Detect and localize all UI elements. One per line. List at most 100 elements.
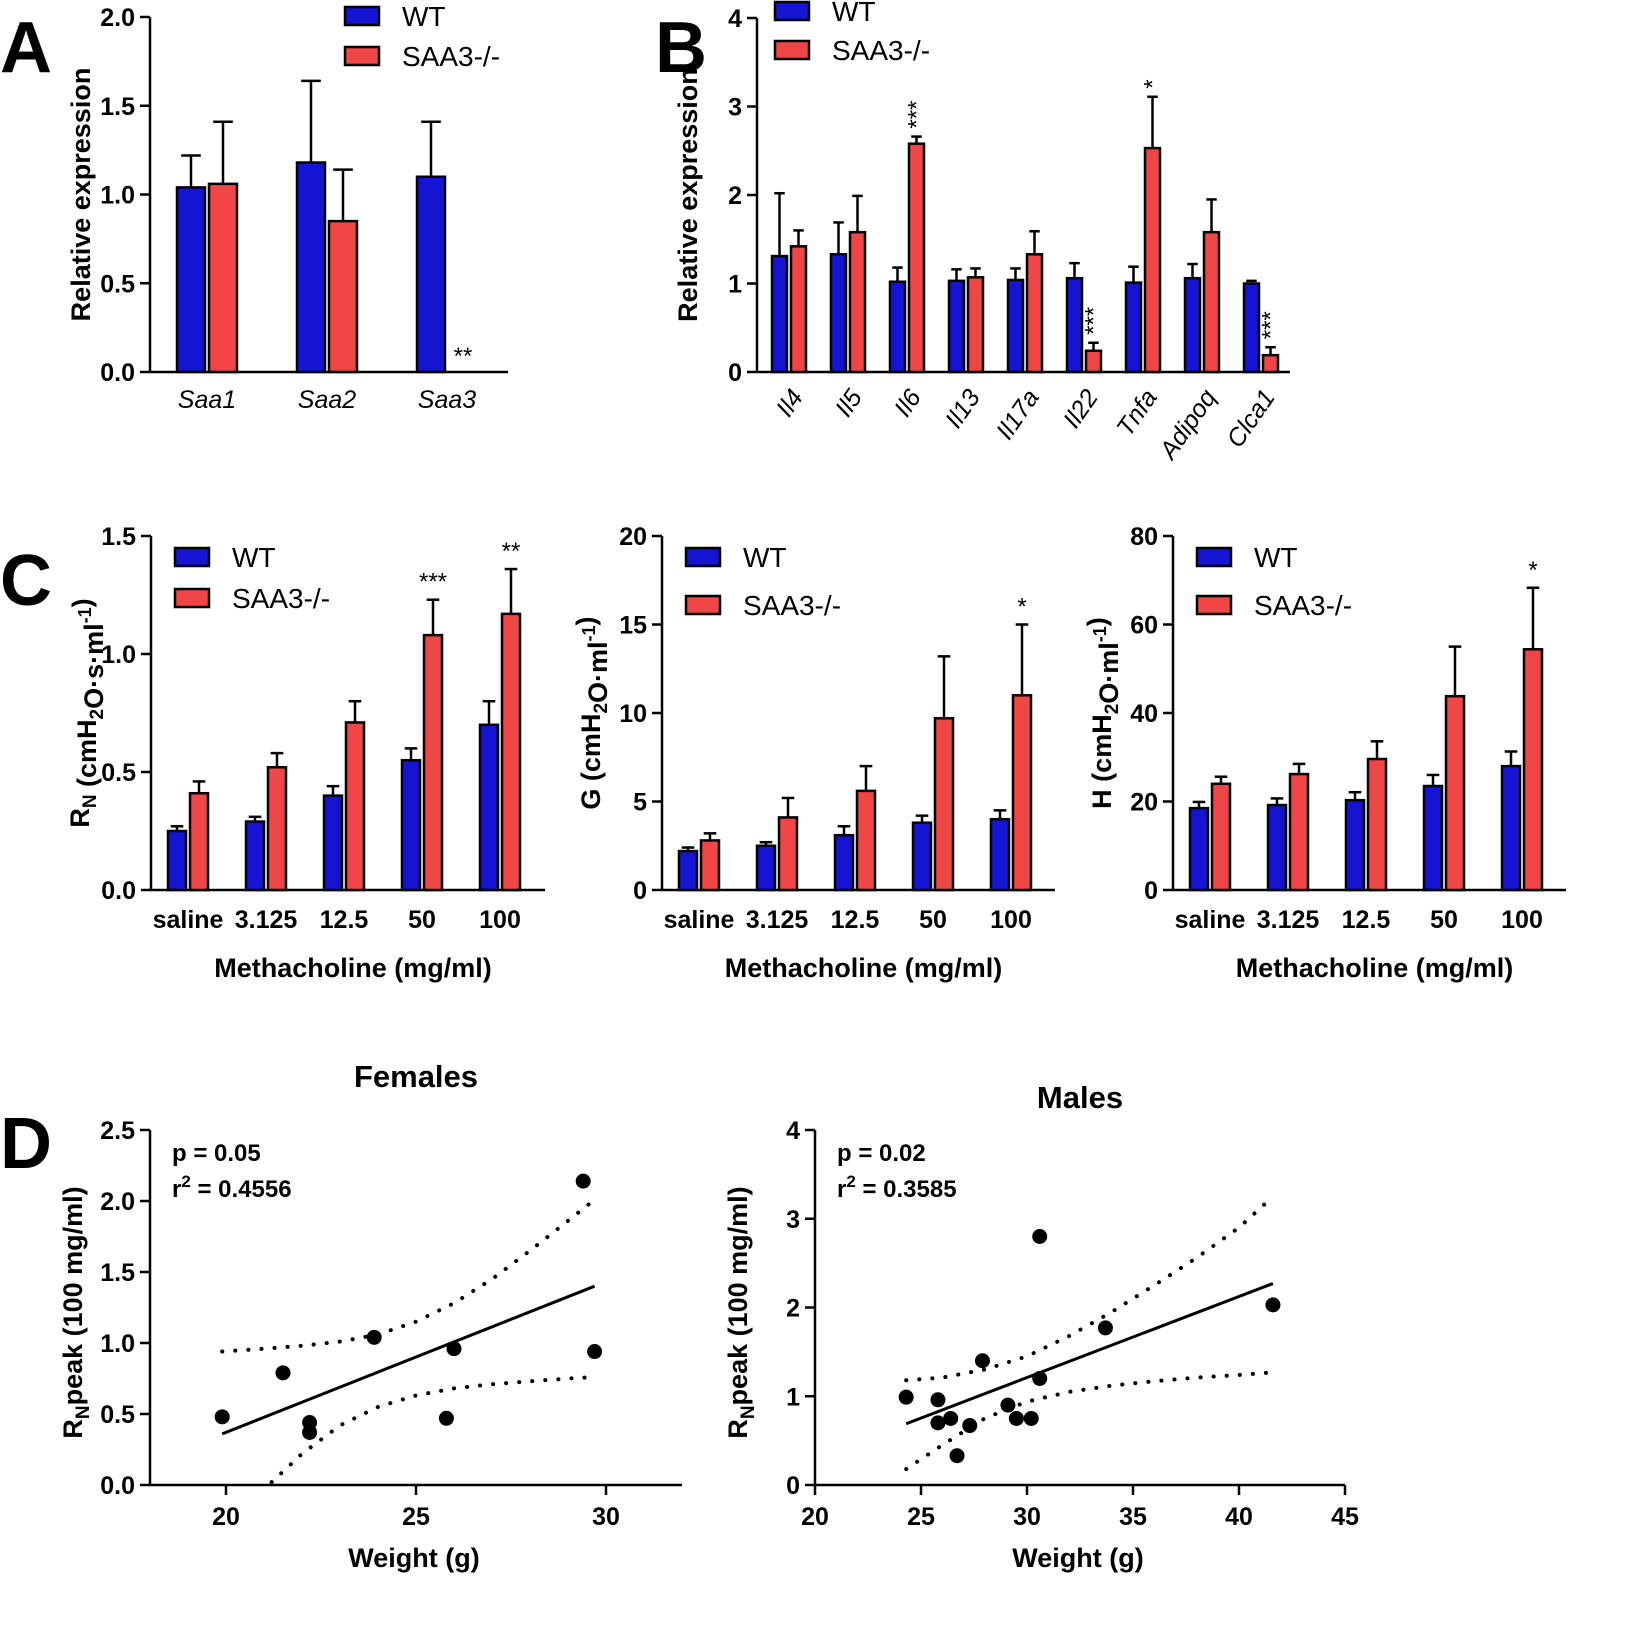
stat-r-squared: r2 = 0.4556 — [172, 1172, 292, 1203]
x-category-label: Il4 — [771, 384, 809, 422]
bar-wt-1 — [295, 161, 327, 374]
x-tick-label: 45 — [1331, 1503, 1359, 1531]
bar-wt-0 — [677, 849, 699, 892]
x-axis-label: Methacholine (mg/ml) — [1236, 953, 1514, 983]
y-tick-label: 2 — [786, 1295, 800, 1323]
bar-saa3-0 — [207, 182, 239, 374]
bar-wt-3 — [911, 821, 933, 892]
x-axis-label: Weight (g) — [348, 1543, 479, 1573]
legend-label: SAA3-/- — [232, 583, 330, 614]
legend-label: SAA3-/- — [743, 590, 841, 621]
bar-wt-1 — [829, 253, 848, 374]
bar-wt-4 — [1500, 764, 1522, 892]
y-tick-label: 20 — [619, 523, 647, 551]
significance-marker: *** — [904, 101, 931, 129]
y-tick-label: 1.0 — [100, 182, 135, 210]
significance-marker: *** — [1081, 307, 1108, 335]
y-tick-label: 20 — [1130, 789, 1158, 817]
bar-wt-0 — [770, 254, 789, 374]
y-axis-label: RN (cmH2O·s·ml-1) — [65, 598, 109, 827]
stat-part: 2 — [181, 1172, 190, 1191]
data-point — [302, 1424, 318, 1440]
x-tick-label: 35 — [1119, 1503, 1147, 1531]
x-axis-label: Methacholine (mg/ml) — [725, 953, 1003, 983]
bar-wt-4 — [478, 723, 500, 892]
bar-saa3-3 — [966, 276, 985, 374]
y-axis-label-part: R — [65, 808, 95, 828]
bar-wt-0 — [175, 186, 207, 374]
bar-wt-2 — [415, 175, 447, 374]
y-tick-label: 1 — [786, 1383, 800, 1411]
bar-saa3-2 — [1366, 757, 1388, 892]
y-tick-label: 0 — [633, 877, 647, 905]
bar-saa3-0 — [1210, 782, 1232, 892]
x-category-label: Saa3 — [418, 386, 476, 414]
bar-wt-6 — [1124, 281, 1143, 374]
ci-upper-curve — [220, 1197, 597, 1354]
data-point — [1000, 1397, 1016, 1413]
stat-part: r — [837, 1176, 846, 1203]
significance-marker: *** — [419, 569, 447, 596]
x-category-label: 50 — [919, 906, 947, 934]
data-point — [962, 1418, 978, 1434]
panel-label-a: A — [0, 8, 52, 88]
x-category-label: 100 — [990, 906, 1032, 934]
y-axis-label-part: R — [58, 1419, 88, 1439]
legend-swatch-saa3 — [173, 587, 211, 609]
legend-swatch-saa3 — [1195, 594, 1233, 616]
bar-wt-1 — [1266, 803, 1288, 892]
data-point — [1008, 1410, 1024, 1426]
stat-part: r — [172, 1176, 181, 1203]
y-axis-label-part: -1 — [1090, 626, 1110, 642]
legend-swatch-saa3 — [684, 594, 722, 616]
data-point — [1032, 1229, 1048, 1244]
stat-part: 2 — [846, 1172, 855, 1191]
bar-saa3-4 — [1025, 253, 1044, 374]
data-point — [438, 1410, 454, 1426]
x-category-label: 50 — [408, 906, 436, 934]
bar-wt-3 — [947, 279, 966, 374]
bar-saa3-1 — [1288, 772, 1310, 892]
bar-wt-2 — [888, 280, 907, 374]
y-axis-label-part: ) — [571, 616, 601, 625]
y-tick-label: 80 — [1130, 523, 1158, 551]
y-tick-label: 5 — [633, 789, 647, 817]
bar-wt-2 — [322, 794, 344, 892]
significance-marker: * — [1017, 594, 1026, 621]
y-axis-label-part: -1 — [579, 625, 599, 641]
legend-label: WT — [232, 542, 276, 573]
y-axis-label-part: (cmH — [72, 719, 102, 794]
legend-swatch-saa3 — [343, 45, 381, 67]
data-point — [575, 1173, 591, 1189]
y-axis-label-part: N — [738, 1405, 759, 1419]
ci-lower-curve — [269, 1375, 597, 1485]
significance-marker: ** — [502, 538, 521, 565]
stat-r-squared: r2 = 0.3585 — [837, 1172, 957, 1203]
bar-saa3-2 — [907, 142, 926, 374]
bar-saa3-0 — [789, 245, 808, 374]
y-axis-label-part: R — [723, 1419, 753, 1439]
y-axis-label-part: 2 — [1102, 704, 1123, 715]
x-category-label: 12.5 — [1342, 906, 1391, 934]
y-tick-label: 1.5 — [100, 1259, 135, 1287]
chart-c-h: 0 20 40 60 80 saline 3.125 12.5 50 100 * WT SAA3-/- H… — [1082, 523, 1566, 983]
stat-p-value: p = 0.05 — [172, 1140, 261, 1167]
data-point — [214, 1409, 230, 1425]
y-tick-label: 10 — [619, 700, 647, 728]
bar-saa3-3 — [1444, 694, 1466, 892]
stat-part: = 0.3585 — [856, 1176, 957, 1203]
legend-label: WT — [1254, 542, 1298, 573]
x-category-label: saline — [153, 906, 224, 934]
y-axis-label-part: ) — [1082, 617, 1112, 626]
bar-wt-0 — [166, 829, 188, 892]
y-axis-label-part: -1 — [75, 607, 95, 623]
y-tick-label: 0.5 — [101, 759, 136, 787]
significance-marker: *** — [1258, 311, 1285, 339]
data-point — [949, 1448, 965, 1464]
y-axis-label: G (cmH2O·ml-1) — [571, 616, 613, 809]
x-category-label: Tnfa — [1111, 384, 1163, 441]
data-point — [587, 1344, 603, 1360]
bar-saa3-6 — [1143, 146, 1162, 374]
